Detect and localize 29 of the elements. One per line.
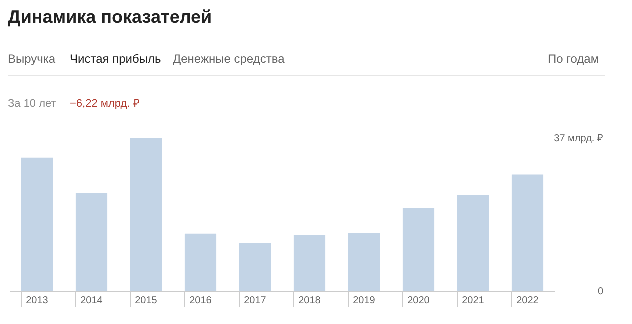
x-tick-label: 2019 bbox=[353, 296, 376, 306]
x-tick-label: 2017 bbox=[244, 296, 267, 306]
text: За 10 лет bbox=[8, 98, 56, 110]
text: Денежные средства bbox=[173, 52, 286, 66]
x-tick-label: 2015 bbox=[135, 296, 158, 306]
x-tick-label: 2022 bbox=[516, 296, 540, 306]
text: Чистая прибыль bbox=[70, 52, 162, 66]
x-tick-label: 2016 bbox=[190, 296, 212, 306]
text: −6,22 млрд. ₽ bbox=[70, 98, 140, 110]
bar bbox=[402, 208, 435, 291]
bar bbox=[294, 235, 326, 291]
x-tick-label: 2021 bbox=[462, 296, 485, 306]
bar bbox=[457, 195, 490, 291]
x-tick-label: 2013 bbox=[26, 296, 49, 306]
bar bbox=[21, 158, 54, 291]
chart-title: Динамика показателей bbox=[8, 7, 212, 27]
y-tick-label: 0 bbox=[598, 286, 604, 298]
x-tick-label: 2020 bbox=[408, 296, 430, 306]
x-tick-label: 2018 bbox=[298, 296, 322, 306]
bar bbox=[130, 138, 162, 291]
bar bbox=[76, 193, 108, 291]
bar bbox=[348, 234, 380, 291]
text: Выручка bbox=[8, 52, 56, 66]
bar bbox=[239, 243, 272, 291]
x-tick-label: 2014 bbox=[80, 296, 104, 306]
bar bbox=[184, 234, 217, 291]
bar bbox=[512, 174, 544, 291]
y-tick-label: 37 млрд. ₽ bbox=[554, 134, 604, 144]
text: По годам bbox=[548, 52, 600, 66]
